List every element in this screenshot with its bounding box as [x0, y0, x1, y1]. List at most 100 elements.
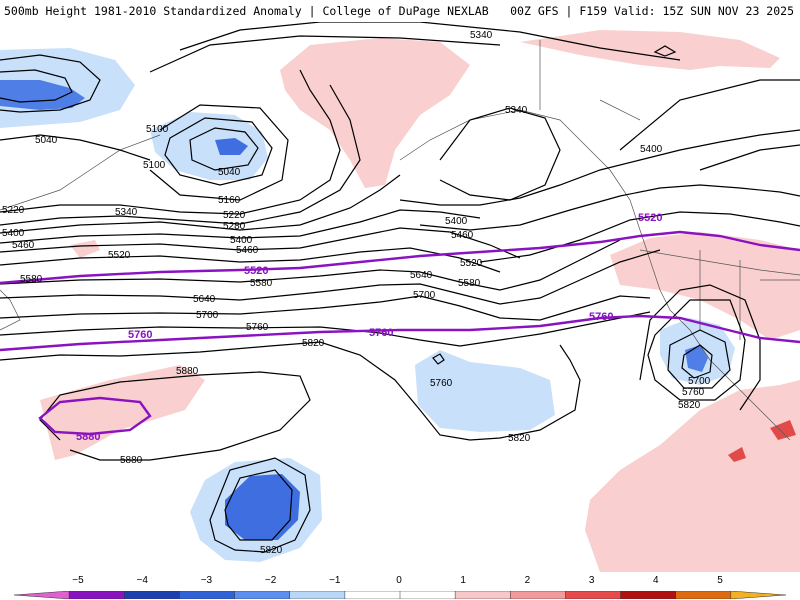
label-5340: 5340	[470, 30, 493, 41]
negative-anomaly-low	[150, 112, 268, 180]
contour-south-inner	[224, 469, 293, 541]
label-5340: 5340	[115, 207, 138, 218]
negative-anomaly-pacific	[415, 350, 555, 432]
label-5040: 5040	[35, 135, 58, 146]
label-5820: 5820	[678, 400, 701, 411]
negative-anomaly-small	[70, 240, 100, 258]
contour-5880	[39, 371, 311, 461]
purple-contour-5520	[0, 230, 800, 285]
colorbar-segment	[620, 591, 677, 599]
contour-5280	[0, 84, 361, 226]
contour-calow-5820	[647, 299, 746, 401]
map-canvas: 5340 5340 5340 5040 5040 5100 5100 5160 …	[0, 22, 800, 572]
colorbar-segment	[68, 591, 126, 599]
contour-ne-ring2	[699, 144, 800, 171]
contour-labels: 5340 5340 5340 5040 5040 5100 5100 5160 …	[2, 30, 711, 556]
label-5820: 5820	[302, 338, 325, 349]
positive-anomaly-alaska	[280, 38, 470, 188]
label-purple-5520: 5520	[244, 265, 268, 277]
contour-5340	[0, 174, 401, 234]
contour-calow-5700	[681, 344, 713, 379]
anomaly-map: 5340 5340 5340 5040 5040 5100 5100 5160 …	[0, 22, 800, 572]
label-5520: 5520	[460, 258, 483, 269]
label-5280: 5280	[223, 221, 246, 232]
contour-nw-2	[0, 69, 73, 103]
purple-contour-5880	[38, 396, 152, 436]
label-5880: 5880	[120, 455, 143, 466]
label-5100: 5100	[143, 160, 166, 171]
purple-contour-5760	[0, 314, 800, 352]
colorbar-segment	[179, 591, 236, 599]
colorbar-segment	[730, 591, 786, 599]
label-5520: 5520	[108, 250, 131, 261]
colorbar-segment	[234, 591, 291, 599]
contour-ne-small	[653, 45, 677, 57]
colorbar-segment	[14, 591, 70, 599]
contour-low-5040	[189, 127, 259, 171]
map-title: 500mb Height 1981-2010 Standardized Anom…	[4, 4, 489, 18]
negative-anomaly-south-core	[225, 474, 300, 540]
label-5220: 5220	[223, 210, 246, 221]
colorbar-segment	[344, 591, 401, 599]
label-5820: 5820	[260, 545, 283, 556]
label-5460: 5460	[451, 230, 474, 241]
label-5160: 5160	[218, 195, 241, 206]
contour-small-circle	[432, 353, 445, 365]
label-5100: 5100	[146, 124, 169, 135]
positive-anomaly-se-core	[728, 447, 746, 462]
contour-5400	[0, 209, 481, 244]
colorbar-segment	[454, 591, 512, 599]
contour-5400-ne	[399, 129, 800, 206]
label-5760: 5760	[682, 387, 705, 398]
contour-low-5160	[149, 104, 289, 201]
contour-5040-w	[0, 134, 151, 161]
contour-5340-ne	[439, 107, 561, 201]
colorbar-tick-label: −4	[136, 575, 148, 586]
positive-anomaly-ne	[520, 30, 780, 70]
label-5460: 5460	[236, 245, 259, 256]
contour-calow-5760	[667, 329, 731, 389]
colorbar-tick-label: −5	[72, 575, 84, 586]
colorbar-segment	[675, 591, 732, 599]
colorbar-segment	[124, 591, 181, 599]
colorbar-tick-label: 0	[396, 575, 402, 586]
contour-5460	[0, 227, 521, 259]
label-5700: 5700	[413, 290, 436, 301]
colorbar-tick-label: −3	[200, 575, 213, 586]
label-5820: 5820	[508, 433, 531, 444]
height-contours	[0, 22, 800, 553]
label-5760: 5760	[430, 378, 453, 389]
label-5640: 5640	[410, 270, 433, 281]
colorbar-tick-label: 1	[460, 575, 466, 586]
label-5700: 5700	[688, 376, 711, 387]
label-5880: 5880	[176, 366, 199, 377]
contour-5280-top	[149, 35, 501, 73]
contour-5760	[0, 311, 651, 347]
colorbar-tick-label: 5	[717, 575, 723, 586]
colorbar-segment	[289, 591, 346, 599]
colorbar-tick-label: 4	[653, 575, 659, 586]
contour-calow-outer	[639, 284, 761, 411]
label-5580: 5580	[20, 274, 43, 285]
colorbar-tick-label: 3	[588, 575, 595, 586]
coastlines	[0, 40, 800, 441]
contour-5340-top	[179, 22, 681, 61]
positive-anomaly-se	[585, 380, 800, 572]
label-purple-5760: 5760	[128, 329, 152, 341]
colorbar-tick-label: 2	[524, 575, 531, 586]
highlight-contours	[0, 230, 800, 436]
colorbar-tick-label: −2	[264, 575, 277, 586]
positive-anomaly-se-core2	[770, 420, 796, 440]
label-5700: 5700	[196, 310, 219, 321]
label-purple-5760: 5760	[369, 327, 393, 339]
contour-low-5100	[164, 117, 273, 186]
label-5400: 5400	[2, 228, 25, 239]
contour-5700	[0, 295, 651, 321]
anomaly-colorbar: −5 −4 −3 −2 −1 0 1 2 3 4 5	[0, 572, 800, 600]
negative-anomaly-low-core	[215, 138, 248, 155]
label-5640: 5640	[193, 294, 216, 305]
label-5580: 5580	[250, 278, 273, 289]
anomaly-shading	[0, 30, 800, 572]
model-run-info: 00Z GFS | F159 Valid: 15Z SUN NOV 23 202…	[510, 4, 794, 18]
contour-5520-ne	[479, 211, 800, 263]
